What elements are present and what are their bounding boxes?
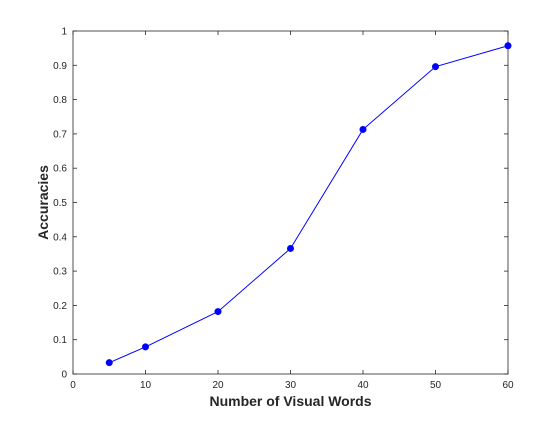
y-tick-label: 0.1 bbox=[53, 335, 67, 346]
x-tick-label: 0 bbox=[70, 380, 76, 391]
data-point bbox=[432, 63, 439, 71]
y-tick-label: 0.8 bbox=[53, 95, 67, 106]
y-tick-label: 0.7 bbox=[53, 129, 67, 140]
x-axis-ticks: 0 10 20 30 40 50 60 bbox=[70, 31, 514, 391]
y-axis-title: Accuracies bbox=[35, 165, 51, 240]
data-point bbox=[142, 343, 149, 351]
y-tick-label: 0.5 bbox=[53, 198, 67, 209]
x-tick-label: 40 bbox=[357, 380, 369, 391]
y-tick-label: 0.3 bbox=[53, 267, 67, 278]
x-tick-label: 20 bbox=[212, 380, 224, 391]
x-tick-label: 60 bbox=[502, 380, 514, 391]
y-tick-label: 0.9 bbox=[53, 61, 67, 72]
x-tick-label: 30 bbox=[285, 380, 297, 391]
y-tick-label: 1 bbox=[61, 27, 67, 38]
plot-area bbox=[72, 30, 509, 375]
y-tick-label: 0.2 bbox=[53, 301, 67, 312]
data-point bbox=[359, 125, 367, 133]
series-layer bbox=[105, 42, 512, 367]
data-point bbox=[504, 42, 512, 50]
y-tick-label: 0.6 bbox=[53, 164, 67, 175]
data-point bbox=[214, 308, 222, 316]
x-axis-title: Number of Visual Words bbox=[209, 393, 371, 409]
data-point bbox=[105, 359, 113, 367]
data-point bbox=[287, 244, 294, 252]
y-tick-label: 0 bbox=[61, 370, 67, 381]
x-tick-label: 10 bbox=[140, 380, 152, 391]
y-tick-label: 0.4 bbox=[53, 232, 67, 243]
y-axis-ticks: 0 0.1 0.2 0.3 0.4 0.5 0.6 0.7 0.8 0.9 1 bbox=[53, 27, 508, 381]
x-tick-label: 50 bbox=[430, 380, 442, 391]
